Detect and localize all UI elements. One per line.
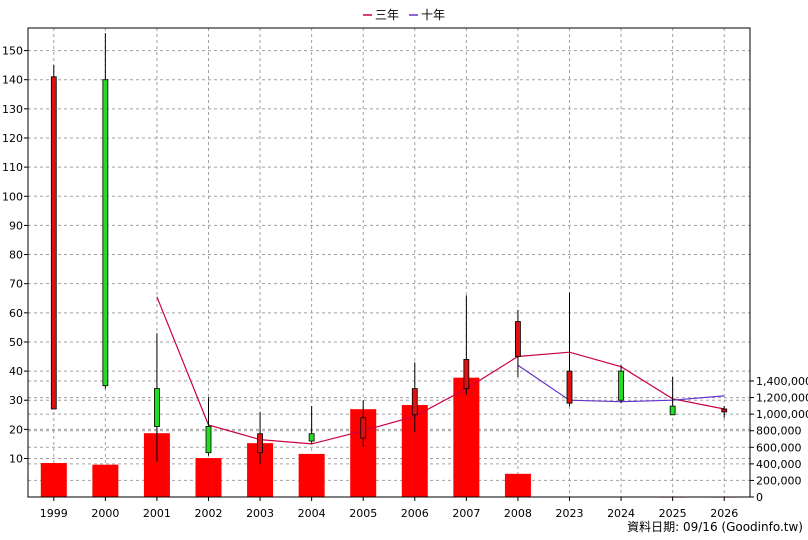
- volume-bar: [298, 453, 325, 497]
- category-tick-label: 2002: [195, 507, 223, 520]
- category-tick-label: 2007: [452, 507, 480, 520]
- volume-bar: [195, 458, 222, 497]
- volume-tick-label: 1,400,000: [756, 375, 808, 388]
- candle-body: [463, 359, 470, 389]
- legend-label-10y: 十年: [421, 8, 445, 22]
- candlesticks: [50, 33, 728, 465]
- candle-body: [360, 417, 367, 439]
- category-tick-label: 2006: [401, 507, 429, 520]
- volume-tick-label: 200,000: [756, 474, 802, 487]
- category-tick-label: 2023: [556, 507, 584, 520]
- candle-body: [308, 433, 315, 442]
- price-tick-label: 60: [9, 307, 23, 320]
- category-tick-label: 2005: [349, 507, 377, 520]
- volume-tick-label: 0: [756, 491, 763, 504]
- legend-label-3y: 三年: [375, 8, 399, 22]
- legend: 三年 十年: [363, 8, 445, 22]
- price-tick-label: 80: [9, 249, 23, 262]
- candle-body: [102, 79, 109, 387]
- volume-tick-label: 800,000: [756, 425, 802, 438]
- price-tick-label: 30: [9, 394, 23, 407]
- candle-body: [50, 76, 57, 410]
- price-tick-label: 40: [9, 365, 23, 378]
- candle-body: [669, 405, 676, 416]
- plot-frame: [27, 27, 751, 498]
- volume-bar: [40, 463, 67, 497]
- ma-line-三年: [156, 296, 725, 445]
- price-tick-label: 110: [2, 161, 23, 174]
- price-tick-label: 20: [9, 423, 23, 436]
- price-tick-label: 10: [9, 453, 23, 466]
- price-tick-label: 150: [2, 45, 23, 58]
- price-tick-label: 130: [2, 103, 23, 116]
- candle-body: [154, 388, 160, 427]
- candle-body: [618, 370, 624, 401]
- volume-tick-label: 1,200,000: [756, 392, 808, 405]
- volume-bar: [453, 377, 480, 497]
- axes: 10 20 30 40 50 60 70 80 90 100 110 120 130 140 150 0 200…: [2, 27, 808, 520]
- candle-body: [411, 388, 418, 416]
- price-tick-label: 90: [9, 219, 23, 232]
- category-tick-label: 2008: [504, 507, 532, 520]
- category-tick-label: 2004: [298, 507, 326, 520]
- candle-body: [257, 433, 263, 454]
- volume-tick-label: 1,000,000: [756, 408, 808, 421]
- volume-bar: [504, 473, 531, 497]
- volume-bar: [92, 464, 119, 497]
- candle-body: [566, 370, 573, 404]
- candle-body: [721, 408, 728, 413]
- price-tick-label: 50: [9, 336, 23, 349]
- category-tick-label: 2003: [246, 507, 274, 520]
- price-tick-label: 120: [2, 132, 23, 145]
- category-tick-label: 2025: [659, 507, 687, 520]
- candle-body: [205, 426, 212, 454]
- category-tick-label: 2026: [710, 507, 738, 520]
- volume-tick-label: 600,000: [756, 441, 802, 454]
- price-tick-label: 70: [9, 278, 23, 291]
- candle-body: [515, 321, 521, 357]
- price-tick-label: 140: [2, 74, 23, 87]
- category-tick-label: 2024: [607, 507, 635, 520]
- volume-tick-label: 400,000: [756, 458, 802, 471]
- category-tick-label: 2000: [91, 507, 119, 520]
- price-tick-label: 100: [2, 190, 23, 203]
- category-tick-label: 1999: [40, 507, 68, 520]
- data-date-note: 資料日期: 09/16 (Goodinfo.tw): [627, 520, 803, 534]
- category-tick-label: 2001: [143, 507, 171, 520]
